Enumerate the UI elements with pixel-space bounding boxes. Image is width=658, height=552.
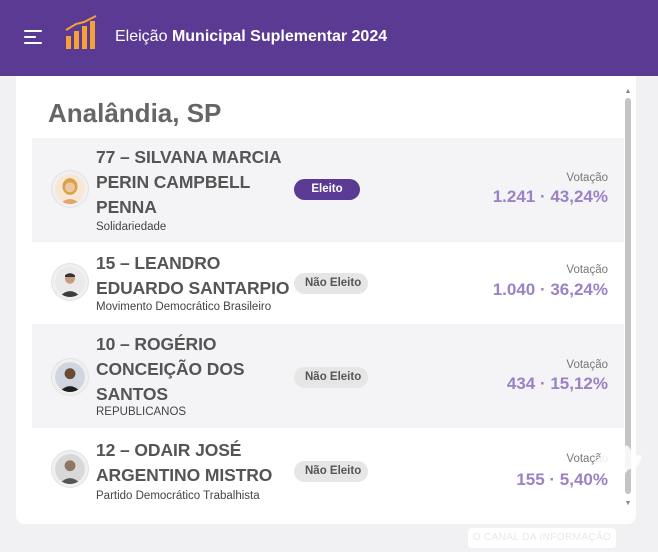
app-title-prefix: Eleição <box>115 28 168 45</box>
candidate-name-line: PERIN CAMPBELL <box>96 172 251 192</box>
app-title-bold: Municipal Suplementar 2024 <box>171 28 388 45</box>
vote-value: 1.040 · 36,24% <box>492 280 608 299</box>
vote-value: 1.241 · 43,24% <box>492 187 608 206</box>
vote-label: Votação <box>566 172 608 184</box>
candidate-name: 10 – ROGÉRIO CONCEIÇÃO DOS SANTOS <box>96 332 245 407</box>
scroll-up-arrow-icon[interactable]: ▲ <box>624 88 632 95</box>
candidate-name-line: 10 – ROGÉRIO <box>96 334 217 354</box>
candidate-party: Movimento Democrático Brasileiro <box>96 301 272 313</box>
candidate-name-line: PENNA <box>96 197 157 217</box>
candidate-avatar <box>52 264 88 300</box>
candidate-name-line: 77 – SILVANA MARCIA <box>96 147 282 167</box>
candidate-party: REPUBLICANOS <box>96 406 187 418</box>
top-app-bar: Eleição Municipal Suplementar 2024 <box>0 0 658 76</box>
candidate-party: Partido Democrático Trabalhista <box>96 490 260 502</box>
candidate-name-line: EDUARDO SANTARPIO <box>96 278 290 298</box>
hamburger-menu-icon[interactable] <box>24 30 42 44</box>
candidate-name: 12 – ODAIR JOSÉ ARGENTINO MISTRO <box>96 438 272 488</box>
candidate-row[interactable]: 77 – SILVANA MARCIA PERIN CAMPBELL PENNA… <box>32 138 624 242</box>
candidate-name-line: ARGENTINO MISTRO <box>96 465 273 485</box>
candidate-avatar <box>52 451 88 487</box>
candidate-name-line: 12 – ODAIR JOSÉ <box>96 440 242 460</box>
candidate-name-line: SANTOS <box>96 384 169 404</box>
bar-chart-icon <box>65 15 97 49</box>
vote-value: 155 · 5,40% <box>516 470 608 489</box>
status-badge-not-elected: Não Eleito <box>294 273 368 294</box>
status-badge-not-elected: Não Eleito <box>294 367 368 388</box>
vote-label: Votação <box>566 264 608 276</box>
candidate-name-line: 15 – LEANDRO <box>96 253 221 273</box>
scroll-down-arrow-icon[interactable]: ▼ <box>624 500 632 507</box>
candidate-avatar <box>52 359 88 395</box>
app-title: Eleição Municipal Suplementar 2024 <box>115 28 387 46</box>
candidate-row[interactable]: 10 – ROGÉRIO CONCEIÇÃO DOS SANTOS REPUBL… <box>32 324 624 428</box>
candidate-row[interactable]: 15 – LEANDRO EDUARDO SANTARPIO Movimento… <box>32 242 624 322</box>
candidate-row[interactable]: 12 – ODAIR JOSÉ ARGENTINO MISTRO Partido… <box>32 428 624 508</box>
state-map-watermark-icon <box>594 444 642 480</box>
status-badge-not-elected: Não Eleito <box>294 461 368 482</box>
candidate-party: Solidariedade <box>96 221 167 233</box>
results-card: Analândia, SP 77 – SILVANA MARCIA PERIN … <box>16 76 636 524</box>
candidate-name: 77 – SILVANA MARCIA PERIN CAMPBELL PENNA <box>96 145 282 220</box>
candidate-name: 15 – LEANDRO EDUARDO SANTARPIO <box>96 251 290 301</box>
scrollbar-thumb[interactable] <box>625 98 631 494</box>
vote-label: Votação <box>566 359 608 371</box>
candidate-avatar <box>52 171 88 207</box>
status-badge-elected: Eleito <box>294 179 360 200</box>
watermark-text: O CANAL DA INFORMAÇÃO <box>468 528 616 548</box>
vote-value: 434 · 15,12% <box>506 374 608 393</box>
scrollbar[interactable]: ▲ ▼ <box>621 86 635 510</box>
city-title: Analândia, SP <box>48 98 222 128</box>
candidate-name-line: CONCEIÇÃO DOS <box>96 359 245 379</box>
